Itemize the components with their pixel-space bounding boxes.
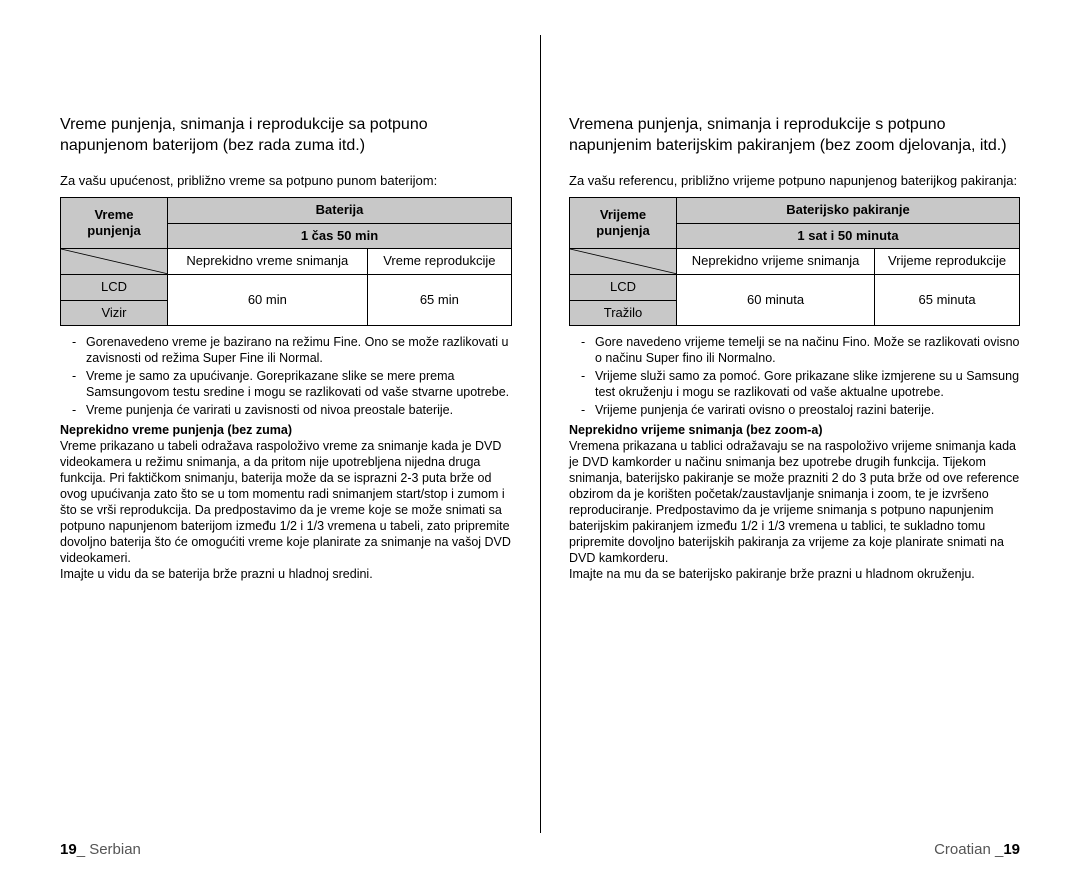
right-row-lcd: LCD <box>570 275 677 301</box>
right-val-a: 60 minuta <box>677 275 875 326</box>
right-column: Vremena punjenja, snimanja i reprodukcij… <box>540 35 1020 833</box>
right-sub-b: Vrijeme reprodukcije <box>875 249 1020 275</box>
footer-right: Croatian _19 <box>934 841 1020 858</box>
left-note: Vreme punjenja će varirati u zavisnosti … <box>60 402 512 418</box>
left-note: Gorenavedeno vreme je bazirano na režimu… <box>60 334 512 366</box>
right-table: Vrijeme punjenja Baterijsko pakiranje 1 … <box>569 197 1020 326</box>
left-val-a: 60 min <box>168 275 368 326</box>
left-th-time: 1 čas 50 min <box>168 223 512 249</box>
left-column: Vreme punjenja, snimanja i reprodukcije … <box>60 35 540 833</box>
right-body1: Vremena prikazana u tablici odražavaju s… <box>569 438 1020 566</box>
footer-left: 19_ Serbian <box>60 841 141 858</box>
left-body1: Vreme prikazano u tabeli odražava raspol… <box>60 438 512 566</box>
footer-right-num: 19 <box>1003 841 1020 858</box>
right-val-b: 65 minuta <box>875 275 1020 326</box>
left-intro: Za vašu upućenost, približno vreme sa po… <box>60 173 512 190</box>
right-th-battery: Baterijsko pakiranje <box>677 198 1020 224</box>
left-note: Vreme je samo za upućivanje. Goreprikaza… <box>60 368 512 400</box>
columns: Vreme punjenja, snimanja i reprodukcije … <box>60 35 1020 833</box>
right-th-time: 1 sat i 50 minuta <box>677 223 1020 249</box>
right-note: Vrijeme služi samo za pomoć. Gore prikaz… <box>569 368 1020 400</box>
footer: 19_ Serbian Croatian _19 <box>60 833 1020 858</box>
left-th-battery: Baterija <box>168 198 512 224</box>
diagonal-cell <box>570 249 677 275</box>
right-body2: Imajte na mu da se baterijsko pakiranje … <box>569 566 1020 582</box>
right-sub-a: Neprekidno vrijeme snimanja <box>677 249 875 275</box>
page: Vreme punjenja, snimanja i reprodukcije … <box>0 0 1080 886</box>
left-heading: Vreme punjenja, snimanja i reprodukcije … <box>60 115 512 157</box>
right-heading: Vremena punjenja, snimanja i reprodukcij… <box>569 115 1020 157</box>
left-val-b: 65 min <box>367 275 511 326</box>
left-th-charge: Vreme punjenja <box>61 198 168 249</box>
left-sub-b: Vreme reprodukcije <box>367 249 511 275</box>
right-note: Vrijeme punjenja će varirati ovisno o pr… <box>569 402 1020 418</box>
footer-right-lang: Croatian <box>934 841 995 858</box>
left-sub-a: Neprekidno vreme snimanja <box>168 249 368 275</box>
right-subhead: Neprekidno vrijeme snimanja (bez zoom-a) <box>569 422 1020 438</box>
left-notes: Gorenavedeno vreme je bazirano na režimu… <box>60 334 512 418</box>
right-th-charge: Vrijeme punjenja <box>570 198 677 249</box>
diagonal-cell <box>61 249 168 275</box>
left-subhead: Neprekidno vreme punjenja (bez zuma) <box>60 422 512 438</box>
footer-left-lang: Serbian <box>85 841 141 858</box>
left-table: Vreme punjenja Baterija 1 čas 50 min Nep… <box>60 197 512 326</box>
right-notes: Gore navedeno vrijeme temelji se na nači… <box>569 334 1020 418</box>
left-row-lcd: LCD <box>61 275 168 301</box>
right-row-trazilo: Tražilo <box>570 300 677 326</box>
footer-left-num: 19 <box>60 841 77 858</box>
right-intro: Za vašu referencu, približno vrijeme pot… <box>569 173 1020 190</box>
left-body2: Imajte u vidu da se baterija brže prazni… <box>60 566 512 582</box>
left-row-vizir: Vizir <box>61 300 168 326</box>
right-note: Gore navedeno vrijeme temelji se na nači… <box>569 334 1020 366</box>
